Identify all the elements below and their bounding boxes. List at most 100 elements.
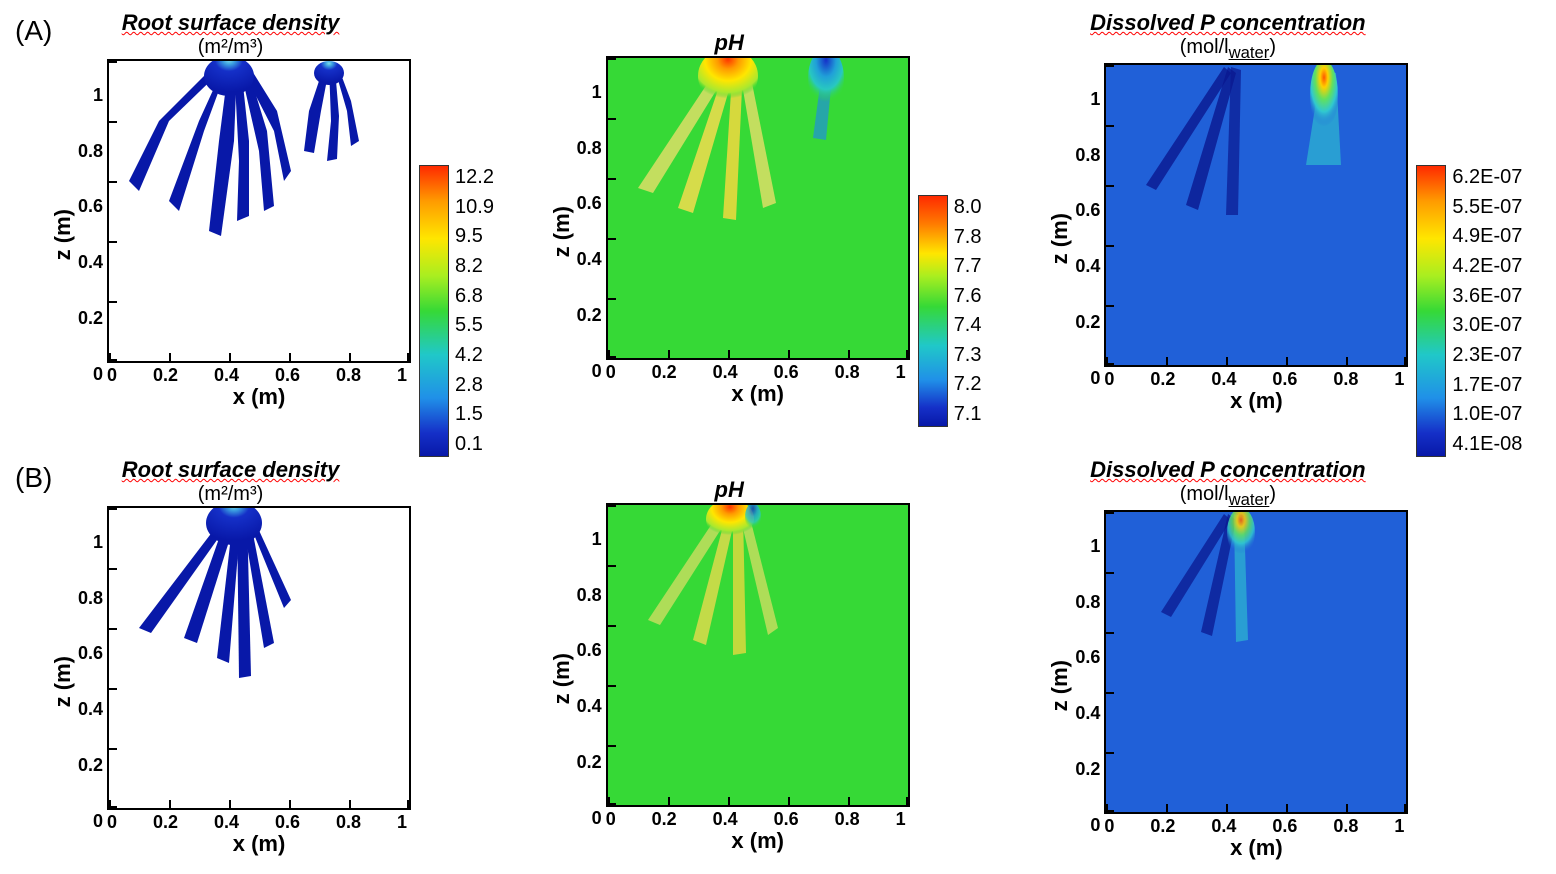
xtick: 0 xyxy=(107,365,117,386)
xtick: 0.2 xyxy=(652,809,677,830)
ytick: 1 xyxy=(1090,89,1100,110)
ylabel: z (m) xyxy=(549,206,575,257)
cbar-label: 7.6 xyxy=(954,285,982,308)
title-ph-b: pH xyxy=(715,477,744,503)
subtitle-pconc-a: (mol/lwater) xyxy=(1180,36,1276,63)
xlabel: x (m) xyxy=(107,384,411,410)
cbar-label: 3.0E-07 xyxy=(1452,314,1522,337)
ytick: 0.8 xyxy=(78,588,103,609)
title-density-a: Root surface density xyxy=(122,10,340,36)
plot-column: 00.20.40.60.81 x (m) xyxy=(606,503,910,854)
ytick: 0.8 xyxy=(577,138,602,159)
xtick: 0 xyxy=(107,812,117,833)
ytickmarks xyxy=(109,61,117,361)
cbar-label: 5.5 xyxy=(455,314,494,337)
title-ph-a: pH xyxy=(715,30,744,56)
colorbar-pconc-bar xyxy=(1416,165,1446,457)
ytick: 0.6 xyxy=(577,193,602,214)
xtick: 0.6 xyxy=(1272,816,1297,837)
ytick: 1 xyxy=(592,82,602,103)
xtickmarks xyxy=(608,350,908,358)
heatmap-a-ph xyxy=(606,56,910,360)
xtickmarks xyxy=(608,797,908,805)
ytick: 0.8 xyxy=(78,141,103,162)
ylabel: z (m) xyxy=(549,653,575,704)
ytick: 1 xyxy=(93,85,103,106)
ytick: 0.8 xyxy=(1075,145,1100,166)
ytickmarks xyxy=(1106,512,1114,812)
cbar-label: 7.3 xyxy=(954,344,982,367)
cbar-label: 8.2 xyxy=(455,255,494,278)
ytickmarks xyxy=(1106,65,1114,365)
cbar-label: 7.1 xyxy=(954,403,982,426)
heatmap-a-pconc xyxy=(1104,63,1408,367)
xtick: 0.2 xyxy=(153,365,178,386)
plot-area-b-density: z (m) 10.80.60.40.20 xyxy=(50,506,411,857)
title-pconc-b: Dissolved P concentration xyxy=(1090,457,1365,483)
yticks: 1 0.8 0.6 0.4 0.2 0 xyxy=(577,82,606,382)
xlabel: x (m) xyxy=(1104,388,1408,414)
ytick: 0.2 xyxy=(577,752,602,773)
title-density-text: Root surface density xyxy=(122,457,340,482)
xtick: 1 xyxy=(1394,816,1404,837)
xtick: 1 xyxy=(397,365,407,386)
cbar-label: 12.2 xyxy=(455,166,494,189)
ytick: 0 xyxy=(1090,815,1100,836)
ytick: 0 xyxy=(1090,368,1100,389)
xtick: 0.8 xyxy=(336,812,361,833)
yticks: 10.80.60.40.20 xyxy=(1075,89,1104,389)
cbar-label: 7.7 xyxy=(954,255,982,278)
colorbar-pconc-labels: 6.2E-07 5.5E-07 4.9E-07 4.2E-07 3.6E-07 … xyxy=(1452,166,1522,456)
panel-a-pconc-group: Dissolved P concentration (mol/lwater) z… xyxy=(1047,10,1546,457)
plot-area-a-pconc: z (m) 10.80.60.40.20 xyxy=(1047,63,1408,414)
xtick: 0.2 xyxy=(1150,369,1175,390)
plot-column: 00.20.40.60.81 x (m) xyxy=(1104,63,1408,414)
yticks: 10.80.60.40.20 xyxy=(1075,536,1104,836)
ytick: 0.6 xyxy=(78,196,103,217)
xtick: 0.2 xyxy=(1150,816,1175,837)
heatmap-b-pconc xyxy=(1104,510,1408,814)
cbar-label: 4.2E-07 xyxy=(1452,255,1522,278)
ytick: 0.4 xyxy=(1075,703,1100,724)
cbar-label: 1.7E-07 xyxy=(1452,374,1522,397)
xtick: 0.6 xyxy=(1272,369,1297,390)
xtick: 0 xyxy=(606,809,616,830)
title-density-text: Root surface density xyxy=(122,10,340,35)
plot-area-a-ph: z (m) 1 0.8 0.6 0.4 0.2 0 xyxy=(549,56,910,407)
xticks: 0 0.2 0.4 0.6 0.8 1 xyxy=(107,363,407,386)
xtick: 0.8 xyxy=(336,365,361,386)
colorbar-density-labels: 12.2 10.9 9.5 8.2 6.8 5.5 4.2 2.8 1.5 0.… xyxy=(455,166,494,456)
ytick: 0.2 xyxy=(78,755,103,776)
colorbar-ph-labels: 8.0 7.8 7.7 7.6 7.4 7.3 7.2 7.1 xyxy=(954,196,982,426)
ytick: 0.6 xyxy=(1075,200,1100,221)
heatmap-a-density xyxy=(107,59,411,363)
cbar-label: 4.2 xyxy=(455,344,494,367)
xtickmarks xyxy=(109,353,409,361)
xtick: 0.8 xyxy=(835,362,860,383)
xtick: 1 xyxy=(397,812,407,833)
yticks: 10.80.60.40.20 xyxy=(577,529,606,829)
xtick: 0.8 xyxy=(1333,369,1358,390)
cbar-label: 10.9 xyxy=(455,196,494,219)
ytick: 0.4 xyxy=(78,699,103,720)
cbar-label: 2.8 xyxy=(455,374,494,397)
panel-b-density: Root surface density (m²/m³) z (m) 10.80… xyxy=(50,457,411,857)
panel-a-ph-group: pH z (m) 1 0.8 0.6 0.4 0.2 0 xyxy=(549,10,1048,457)
xticks: 00.20.40.60.81 xyxy=(107,810,407,833)
xtick: 0 xyxy=(1104,816,1114,837)
ytick: 0 xyxy=(592,808,602,829)
cbar-label: 6.2E-07 xyxy=(1452,166,1522,189)
cbar-label: 2.3E-07 xyxy=(1452,344,1522,367)
panel-b-ph: pH z (m) 10.80.60.40.20 xyxy=(549,477,910,854)
yticks: 10.80.60.40.20 xyxy=(78,532,107,832)
panel-a-density-group: Root surface density (m²/m³) z (m) 1 0.8… xyxy=(50,10,549,457)
xtick: 0.4 xyxy=(1211,369,1236,390)
panel-b-pconc-group: Dissolved P concentration (mol/lwater) z… xyxy=(1047,457,1546,861)
ytickmarks xyxy=(608,58,616,358)
ytick: 0.6 xyxy=(1075,647,1100,668)
figure-grid: (A) Root surface density (m²/m³) z (m) 1… xyxy=(10,10,1546,861)
ytick: 0.6 xyxy=(577,640,602,661)
xtick: 0.4 xyxy=(214,812,239,833)
cbar-label: 1.0E-07 xyxy=(1452,403,1522,426)
title-ph-text: pH xyxy=(715,30,744,55)
